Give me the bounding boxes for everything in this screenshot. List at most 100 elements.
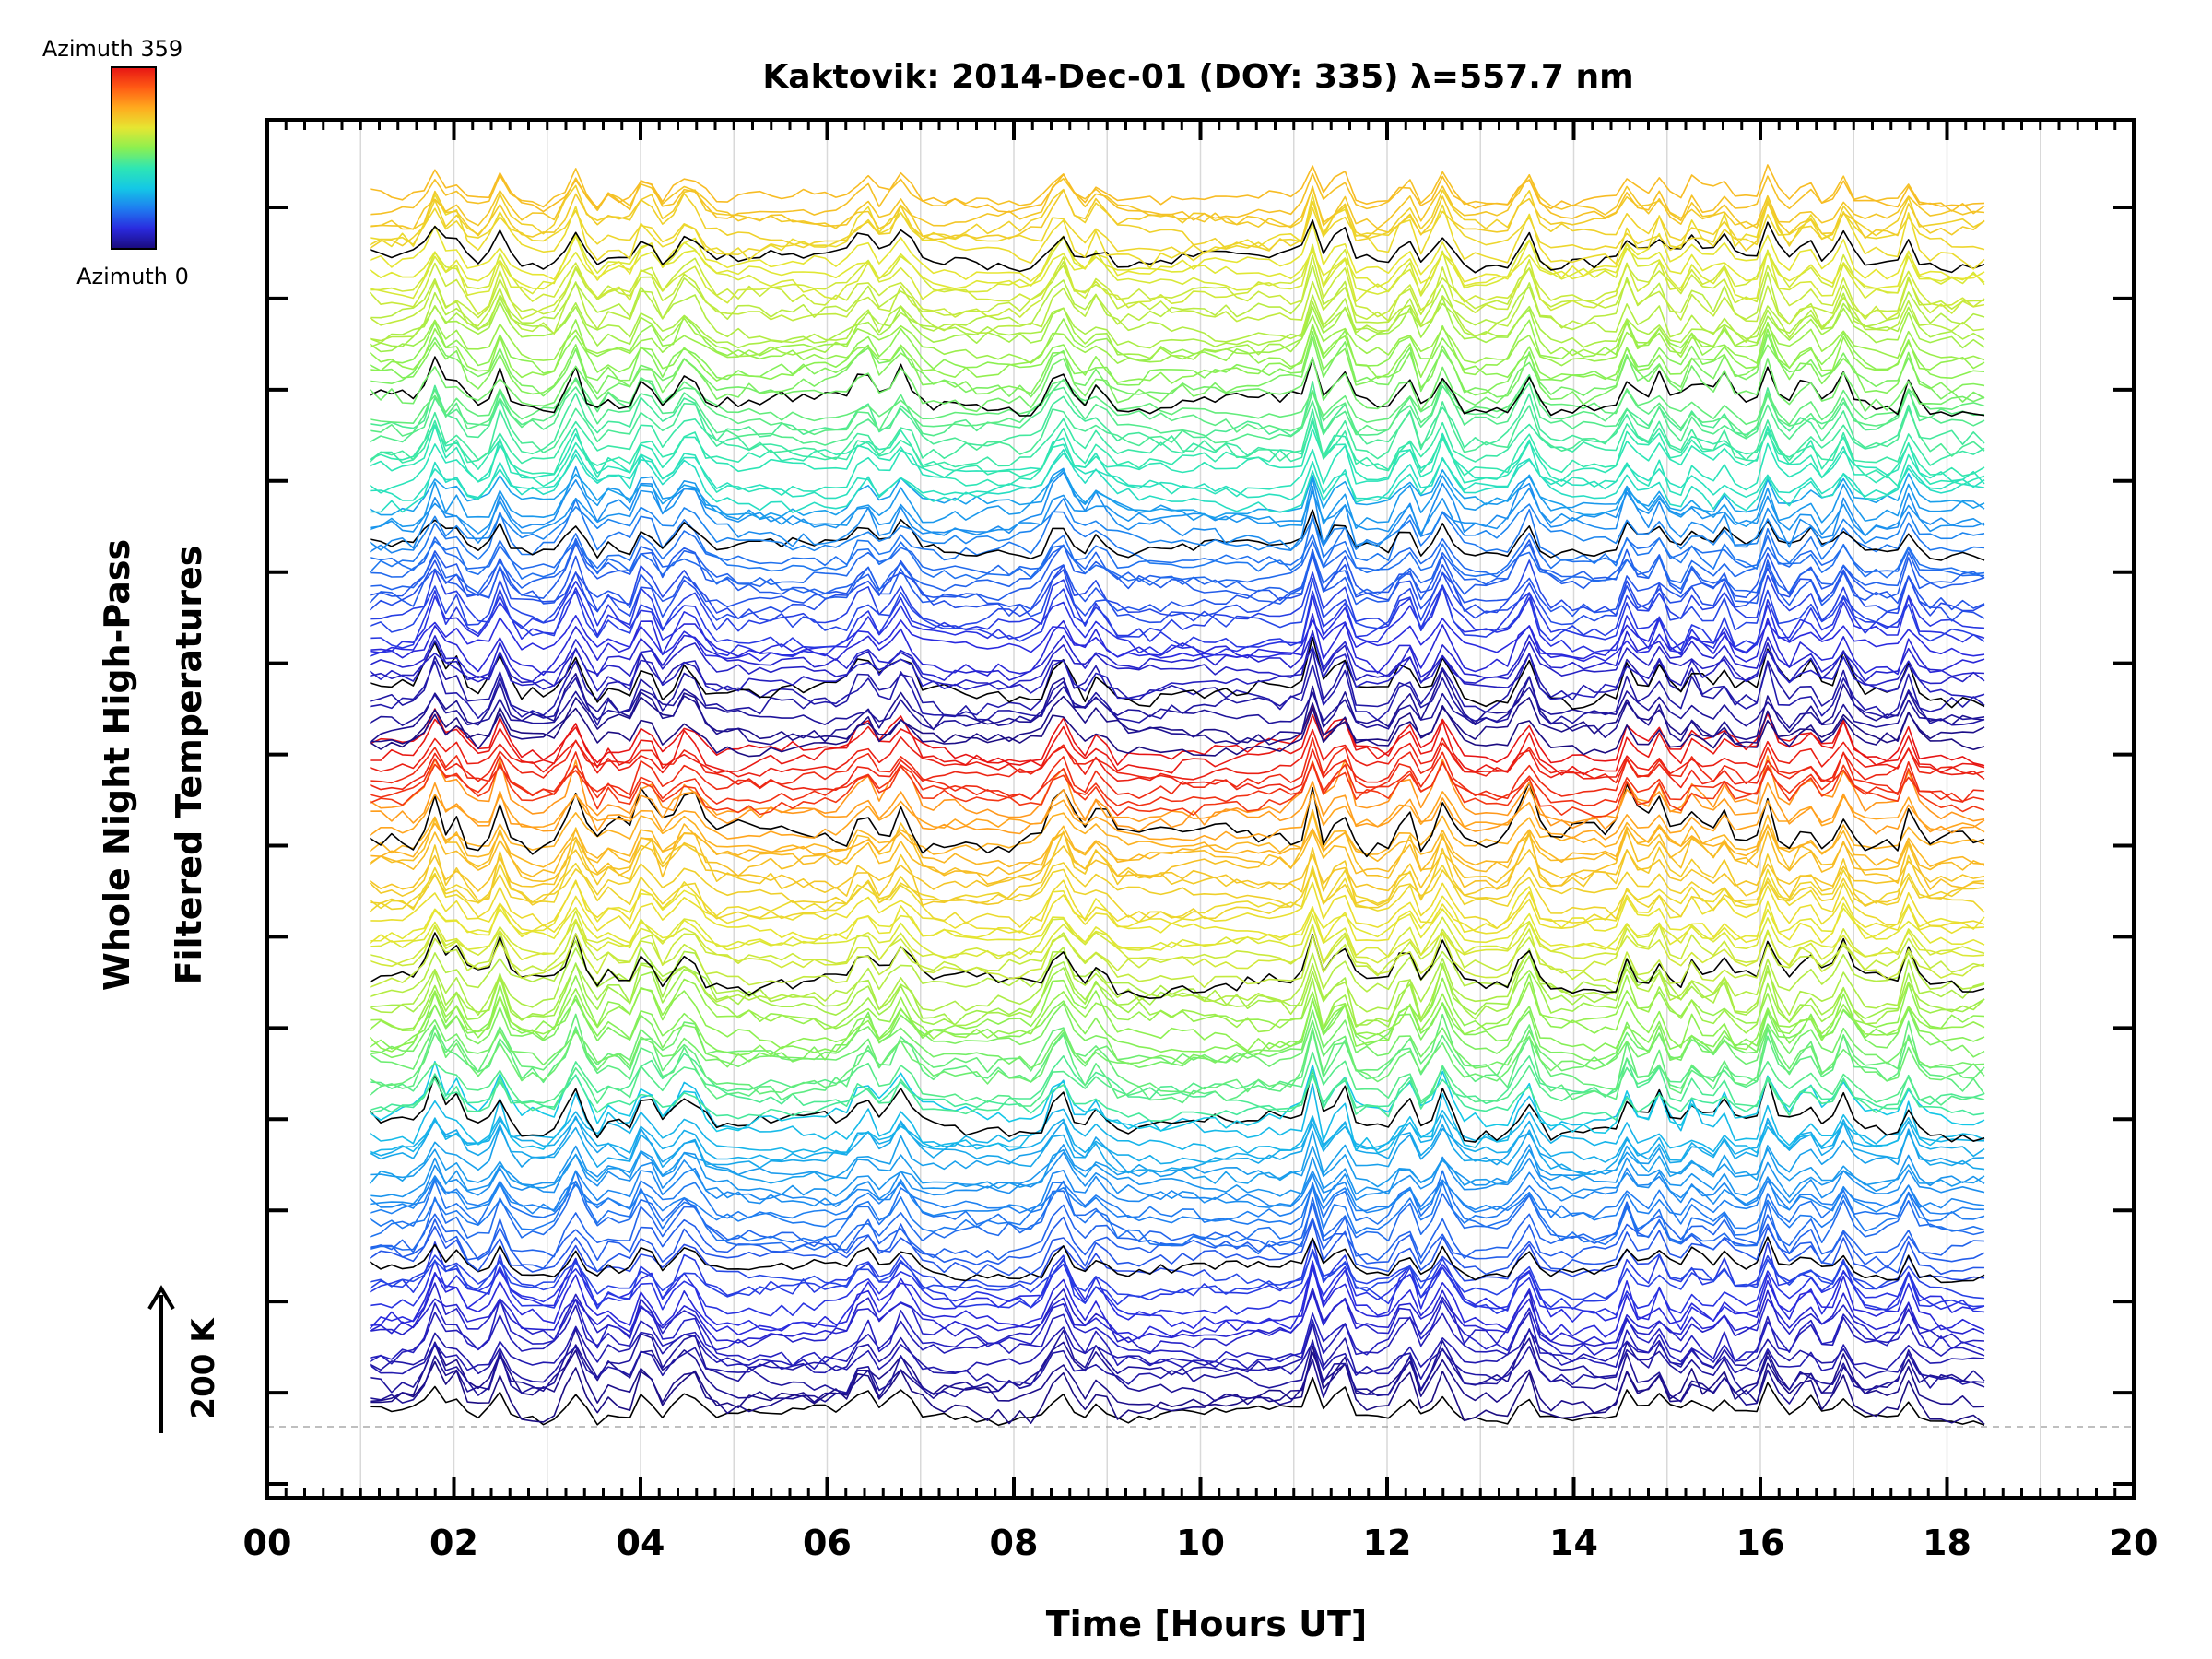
series-line <box>369 704 1985 758</box>
x-tick-label: 10 <box>1176 1523 1225 1563</box>
x-tick-label: 00 <box>243 1523 292 1563</box>
series-line <box>369 247 1985 290</box>
series-line <box>370 1243 1985 1292</box>
x-tick-label: 18 <box>1923 1523 1971 1563</box>
series-line <box>370 947 1985 1016</box>
series-line <box>369 881 1985 945</box>
series-line <box>370 194 1985 270</box>
chart-title: Kaktovik: 2014-Dec-01 (DOY: 335) λ=557.7… <box>762 58 1633 96</box>
series-line <box>370 469 1985 520</box>
series-line <box>370 932 1985 999</box>
series-line <box>369 755 1985 832</box>
x-tick-label: 08 <box>990 1523 1039 1563</box>
series-line <box>369 1167 1985 1217</box>
series-line <box>369 314 1985 380</box>
series-line <box>370 614 1985 663</box>
scale-bar: 200 K <box>147 1285 222 1433</box>
series-line <box>370 1289 1985 1345</box>
series-line <box>370 265 1985 337</box>
series-line <box>369 393 1985 463</box>
series-line <box>370 537 1985 596</box>
series-line <box>370 1328 1985 1398</box>
series-line <box>369 1248 1985 1300</box>
colorbar-top-label: Azimuth 359 <box>42 36 182 62</box>
series-line <box>370 862 1985 909</box>
scale-bar-arrow-head <box>147 1285 175 1311</box>
series-line <box>369 1304 1985 1370</box>
series-line <box>369 432 1985 498</box>
series-line <box>370 1259 1985 1317</box>
series-line <box>369 686 1985 730</box>
series-line <box>370 1170 1985 1247</box>
series-line <box>370 649 1985 726</box>
series-line <box>369 994 1985 1056</box>
series-line <box>369 548 1985 626</box>
series-line <box>370 380 1985 457</box>
series-line <box>369 1079 1985 1154</box>
series-line <box>369 1019 1985 1085</box>
series-line <box>369 1236 1985 1284</box>
series-line <box>370 559 1985 633</box>
series-line <box>370 174 1985 230</box>
series-line <box>370 509 1985 561</box>
series-group <box>369 164 1985 1427</box>
series-line <box>370 711 1985 776</box>
y-axis-title: Whole Night High-Pass Filtered Temperatu… <box>97 539 209 991</box>
series-line <box>370 1151 1985 1208</box>
series-line <box>370 453 1985 501</box>
x-tick-label: 12 <box>1363 1523 1412 1563</box>
series-line <box>370 997 1985 1068</box>
series-line <box>370 1144 1985 1198</box>
series-line <box>370 321 1985 384</box>
colorbar-bottom-label: Azimuth 0 <box>76 264 189 289</box>
x-tick-label: 04 <box>617 1523 665 1563</box>
series-line <box>370 1013 1985 1095</box>
series-line <box>370 333 1985 406</box>
series-line <box>369 668 1985 746</box>
series-line <box>369 862 1985 920</box>
series-line <box>370 449 1985 513</box>
x-tick-label: 02 <box>429 1523 478 1563</box>
series-line <box>369 1180 1985 1234</box>
series-line <box>370 530 1985 580</box>
series-line <box>369 808 1985 868</box>
series-line <box>369 498 1985 573</box>
series-line <box>369 830 1985 908</box>
series-line <box>370 420 1985 479</box>
series-line <box>370 906 1985 951</box>
series-line <box>370 652 1985 722</box>
series-line <box>369 841 1985 892</box>
series-line <box>369 1069 1985 1143</box>
series-line <box>369 1115 1985 1184</box>
series-line <box>370 812 1985 858</box>
series-line <box>370 1177 1985 1224</box>
plot-area: 00 02 04 06 08 10 12 14 16 18 20 <box>243 118 2158 1563</box>
series-line <box>370 758 1985 807</box>
series-line <box>370 728 1985 782</box>
series-line <box>369 1025 1985 1104</box>
colorbar-gradient <box>111 66 157 250</box>
series-line <box>369 1060 1985 1134</box>
series-line <box>370 382 1985 446</box>
series-line <box>370 585 1985 659</box>
series-line <box>370 245 1985 312</box>
series-line <box>369 826 1985 877</box>
series-line <box>370 297 1985 360</box>
y-axis-label-line-2: Filtered Temperatures <box>169 546 209 985</box>
series-line <box>370 1073 1985 1122</box>
series-line <box>370 222 1985 283</box>
x-tick-label: 14 <box>1549 1523 1598 1563</box>
colorbar: Azimuth 359 Azimuth 0 <box>42 36 189 289</box>
x-tick-label: 16 <box>1736 1523 1785 1563</box>
series-line <box>370 1180 1985 1255</box>
series-line <box>369 260 1985 326</box>
x-axis-label: Time [Hours UT] <box>1046 1604 1368 1644</box>
series-line <box>369 791 1985 841</box>
series-line <box>370 739 1985 792</box>
series-line <box>370 536 1985 586</box>
series-line <box>370 1288 1985 1367</box>
series-line <box>369 641 1985 691</box>
series-line <box>370 279 1985 344</box>
